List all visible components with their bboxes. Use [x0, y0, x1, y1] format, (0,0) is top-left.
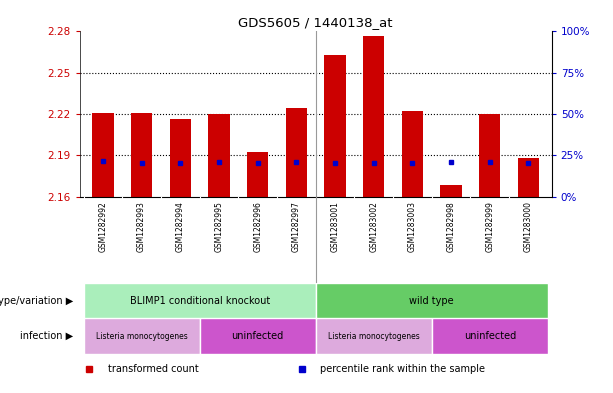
Text: uninfected: uninfected	[232, 331, 284, 341]
Text: GSM1282996: GSM1282996	[253, 201, 262, 252]
Bar	[518, 158, 539, 196]
Text: GSM1283000: GSM1283000	[524, 201, 533, 252]
Text: GSM1283001: GSM1283001	[330, 201, 340, 252]
Bar	[131, 113, 152, 196]
Bar	[208, 114, 230, 196]
Text: GSM1282995: GSM1282995	[215, 201, 224, 252]
Bar	[316, 318, 432, 354]
Text: GSM1282993: GSM1282993	[137, 201, 146, 252]
Bar	[479, 114, 500, 196]
Bar	[247, 152, 268, 196]
Text: uninfected: uninfected	[463, 331, 516, 341]
Text: GSM1282997: GSM1282997	[292, 201, 301, 252]
Bar	[200, 318, 316, 354]
Bar	[432, 318, 548, 354]
Text: GSM1282994: GSM1282994	[176, 201, 185, 252]
Text: BLIMP1 conditional knockout: BLIMP1 conditional knockout	[129, 296, 270, 306]
Text: GSM1283002: GSM1283002	[369, 201, 378, 252]
Text: GSM1282992: GSM1282992	[99, 201, 107, 252]
Text: GSM1282999: GSM1282999	[485, 201, 494, 252]
Bar	[316, 283, 548, 318]
Text: Listeria monocytogenes: Listeria monocytogenes	[328, 332, 420, 340]
Bar	[170, 119, 191, 196]
Text: Listeria monocytogenes: Listeria monocytogenes	[96, 332, 188, 340]
Bar	[441, 185, 462, 196]
Title: GDS5605 / 1440138_at: GDS5605 / 1440138_at	[238, 16, 393, 29]
Text: percentile rank within the sample: percentile rank within the sample	[321, 364, 485, 375]
Text: GSM1283003: GSM1283003	[408, 201, 417, 252]
Bar	[402, 111, 423, 196]
Bar	[286, 108, 307, 196]
Text: transformed count: transformed count	[108, 364, 199, 375]
Text: infection ▶: infection ▶	[20, 331, 74, 341]
Text: wild type: wild type	[409, 296, 454, 306]
Bar	[83, 318, 200, 354]
Text: genotype/variation ▶: genotype/variation ▶	[0, 296, 74, 306]
Text: GSM1282998: GSM1282998	[447, 201, 455, 252]
Bar	[363, 35, 384, 197]
Bar	[93, 113, 113, 196]
Bar	[83, 283, 316, 318]
Bar	[324, 55, 346, 196]
